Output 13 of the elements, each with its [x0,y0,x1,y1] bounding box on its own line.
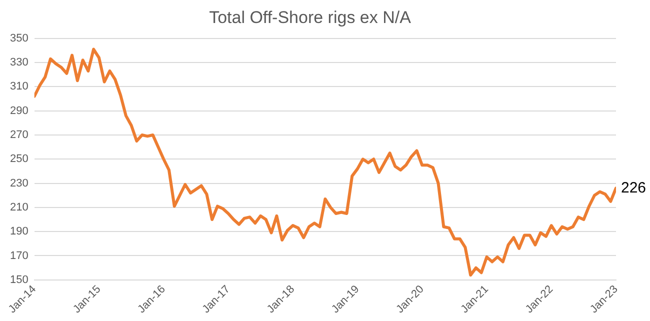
annotation: 226 [621,179,646,196]
chart-title: Total Off-Shore rigs ex N/A [209,8,412,27]
y-tick-label: 210 [10,201,28,214]
y-tick-label: 250 [10,153,28,166]
y-tick-label: 270 [10,129,28,142]
y-tick-label: 230 [10,177,28,190]
y-tick-label: 310 [10,80,28,93]
y-tick-label: 350 [10,32,28,44]
y-tick-label: 150 [10,274,28,286]
y-tick-label: 290 [10,104,28,117]
y-tick-label: 330 [10,56,28,69]
y-tick-label: 170 [10,250,28,262]
y-tick-label: 190 [10,226,28,238]
